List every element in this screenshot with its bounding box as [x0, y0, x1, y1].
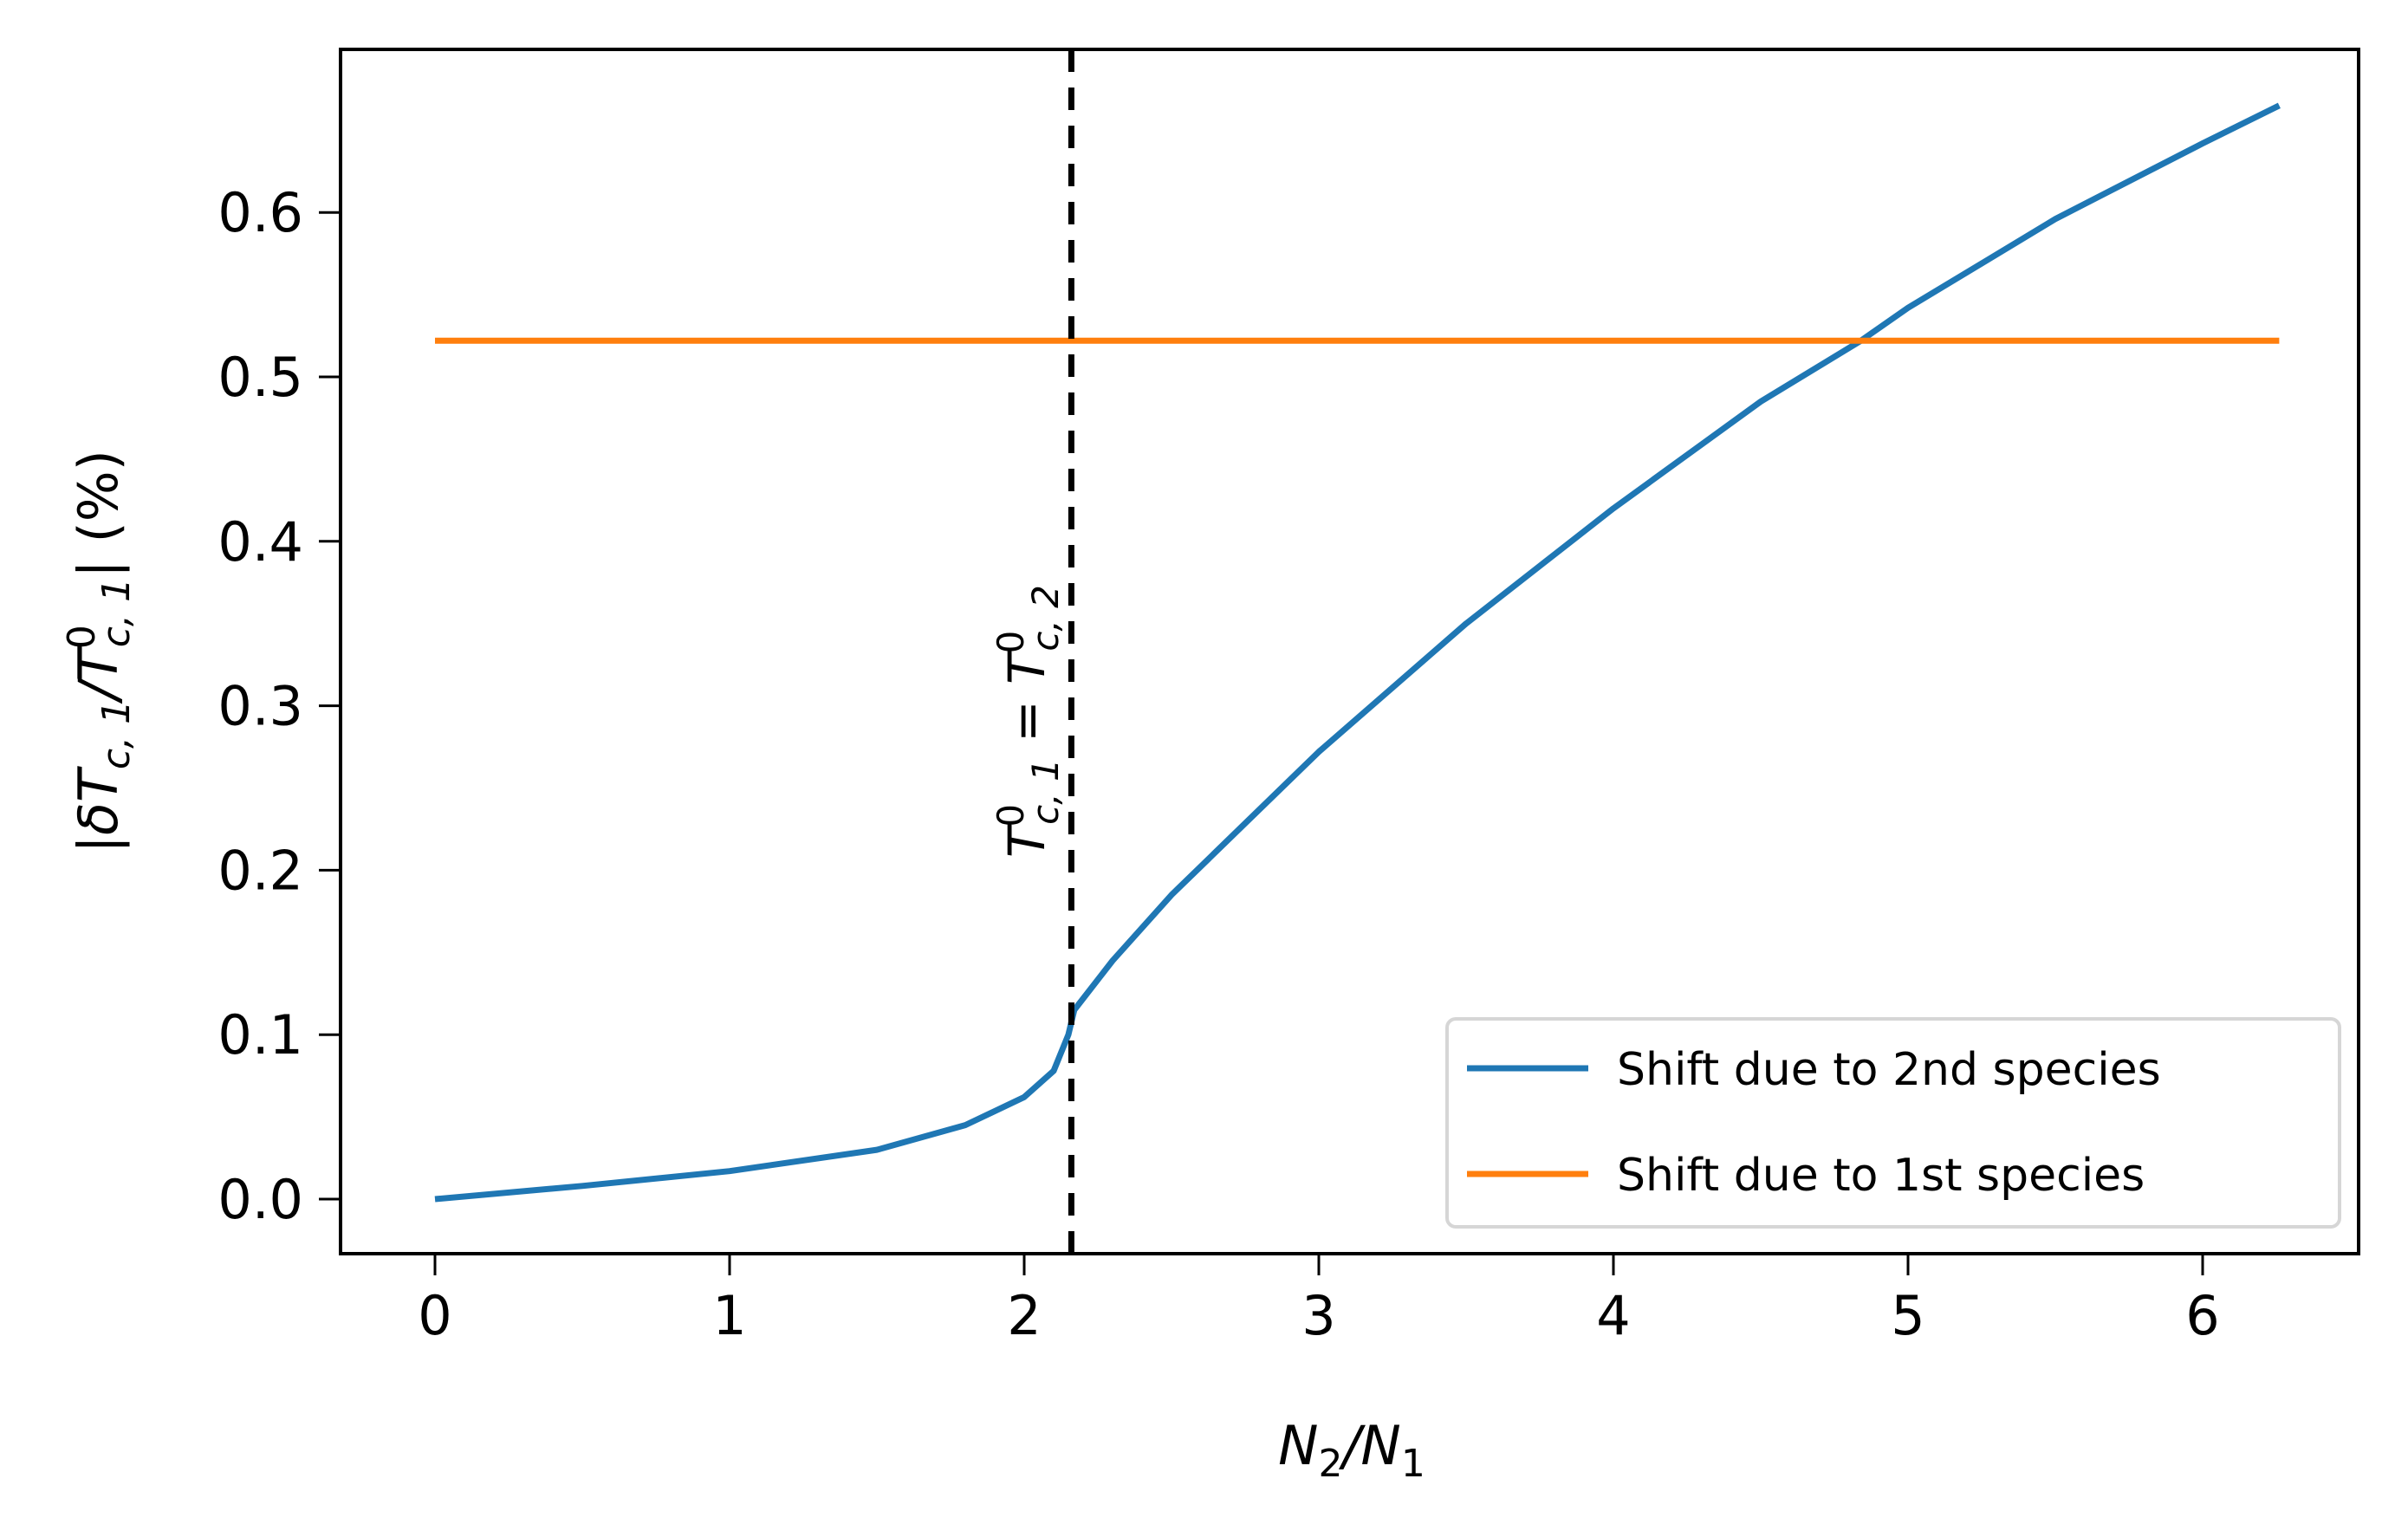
y-tick-label: 0.5 [217, 346, 303, 409]
annot-sup2: 0 [990, 631, 1032, 654]
x-tick-label: 2 [1007, 1284, 1041, 1347]
x-label-n1: /N [1339, 1414, 1401, 1477]
x-tick-label: 6 [2185, 1284, 2219, 1347]
y-tick-label: 0.2 [217, 839, 303, 902]
x-label-n2: N [1278, 1414, 1318, 1477]
y-tick-label: 0.6 [217, 181, 303, 244]
y-label-sup-0: 0 [60, 625, 104, 649]
y-tick-label: 0.4 [217, 510, 303, 574]
series-line-0 [434, 102, 2281, 1203]
annot-sup1: 0 [990, 804, 1032, 827]
x-tick-label: 0 [418, 1284, 451, 1347]
annot-t1: T [997, 823, 1056, 858]
y-tick-label: 0.1 [217, 1003, 303, 1067]
y-label-sub-c1b: c, 1 [94, 578, 139, 647]
legend-label-2nd-species: Shift due to 2nd species [1617, 1044, 2161, 1096]
y-label-sub-c1: c, 1 [94, 700, 139, 769]
x-label-sub-2: 2 [1319, 1442, 1343, 1486]
threshold-annotation: T0c, 1 = T0c, 2 [990, 585, 1067, 858]
axes-frame [339, 48, 2360, 1255]
y-tick-label: 0.3 [217, 675, 303, 738]
y-tick-label: 0.0 [217, 1168, 303, 1231]
x-axis-ticks: 0 1 2 3 4 5 6 [418, 1254, 2220, 1347]
x-axis-label: N2/N1 [1278, 1414, 1425, 1486]
y-axis-ticks: 0.0 0.1 0.2 0.3 0.4 0.5 0.6 [217, 181, 341, 1231]
x-tick-label: 4 [1596, 1284, 1630, 1347]
legend-box [1445, 1017, 2341, 1229]
x-tick-label: 1 [712, 1284, 746, 1347]
y-axis-label: |δTc, 1/T0c, 1| (%) [60, 450, 139, 853]
x-label-sub-1: 1 [1401, 1442, 1425, 1486]
x-tick-label: 5 [1891, 1284, 1924, 1347]
legend: Shift due to 2nd species Shift due to 1s… [1445, 1017, 2341, 1229]
y-label-delta-t: |δT [67, 766, 131, 853]
annot-eq: = T [997, 650, 1056, 758]
legend-label-1st-species: Shift due to 1st species [1617, 1150, 2145, 1202]
y-label-t: /T [67, 645, 130, 704]
annot-sub2: c, 2 [1024, 585, 1067, 652]
series-layer [434, 102, 2281, 1203]
x-tick-label: 3 [1301, 1284, 1335, 1347]
annot-sub1: c, 1 [1024, 758, 1067, 825]
y-label-percent: | (%) [67, 450, 131, 578]
